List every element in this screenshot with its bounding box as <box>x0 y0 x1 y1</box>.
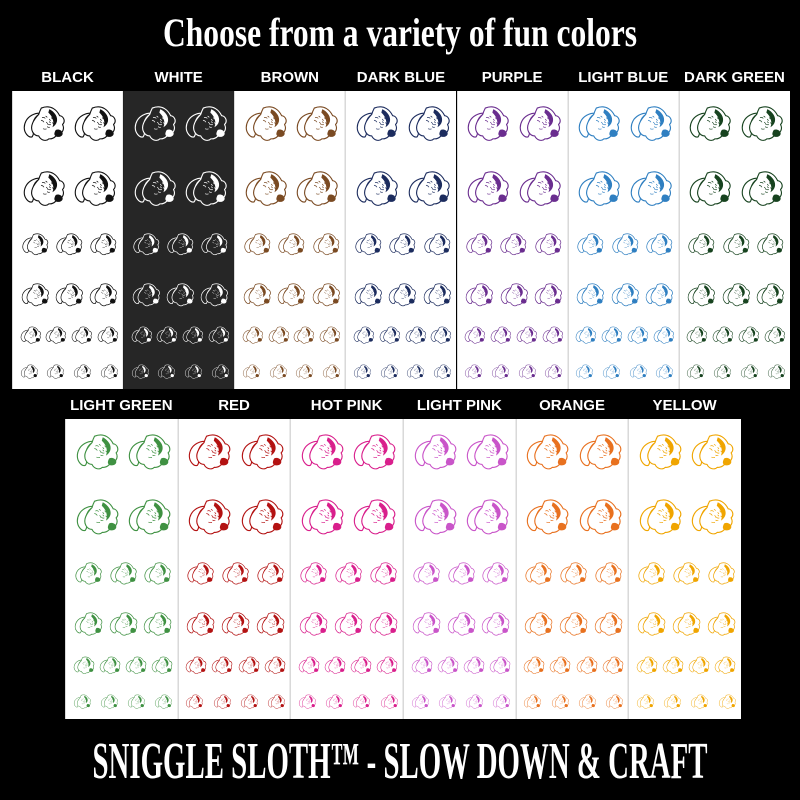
svg-text:Choose from a variety of fun c: Choose from a variety of fun colors <box>163 10 637 55</box>
svg-text:SNIGGLE SLOTH™ - SLOW DOWN & C: SNIGGLE SLOTH™ - SLOW DOWN & CRAFT <box>93 733 708 790</box>
